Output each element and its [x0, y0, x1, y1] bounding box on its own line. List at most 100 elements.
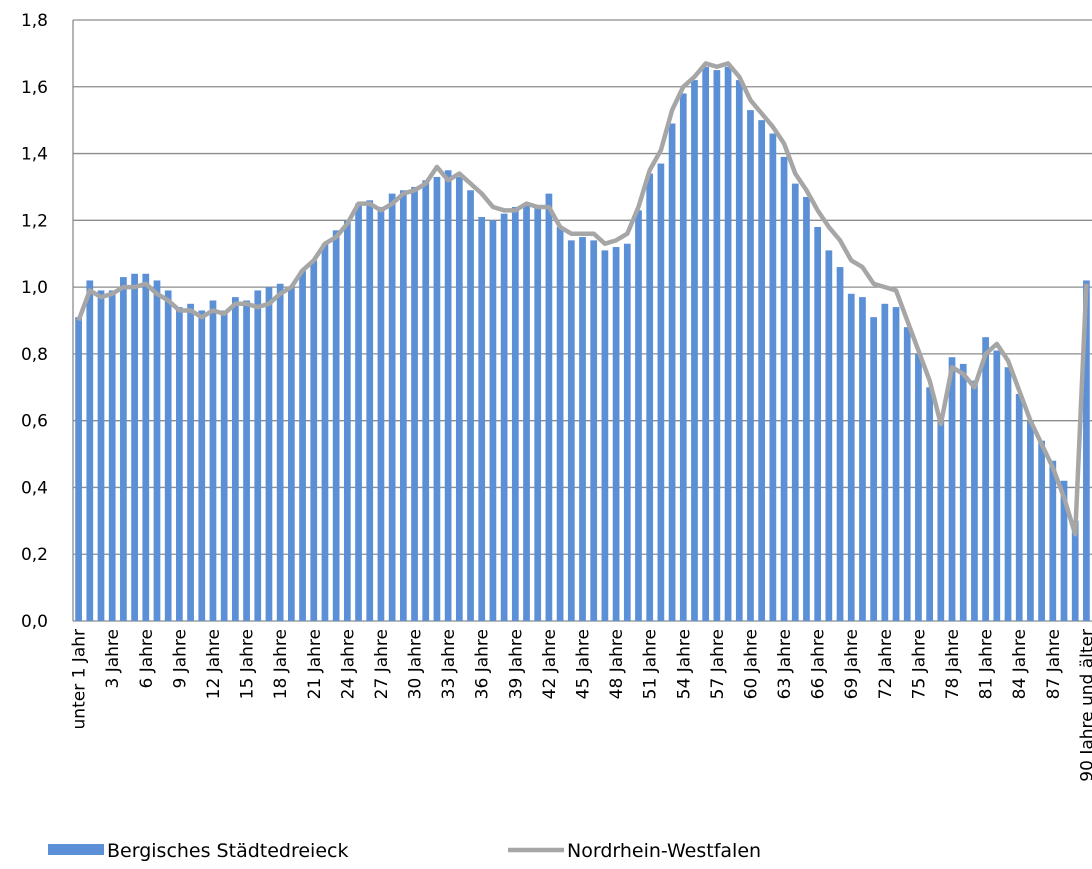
y-tick-label: 0,4 [21, 478, 48, 498]
bar [310, 260, 318, 621]
line [76, 61, 1089, 537]
bar [399, 190, 407, 622]
bar [1071, 520, 1079, 621]
bar [1004, 367, 1012, 621]
bar [153, 280, 161, 621]
bar [769, 133, 777, 621]
x-tick-label: 75 Jahre [909, 629, 929, 699]
x-tick-label: 33 Jahre [439, 629, 459, 699]
bar [892, 307, 900, 621]
bar [859, 297, 866, 621]
bar [612, 247, 620, 622]
bar [321, 243, 329, 621]
y-tick-label: 0,0 [21, 612, 48, 632]
bar [299, 270, 306, 621]
bar [959, 363, 967, 621]
x-tick-label: 24 Jahre [338, 629, 358, 699]
x-tick-label: 51 Jahre [641, 629, 661, 699]
bar [993, 350, 1001, 621]
bar [948, 357, 956, 621]
y-tick-label: 1,4 [21, 145, 48, 165]
bar [377, 206, 385, 621]
bar [243, 300, 250, 621]
bar [601, 250, 609, 621]
bar [355, 203, 362, 621]
bar [232, 297, 239, 621]
bar [220, 310, 228, 621]
bar [814, 227, 822, 621]
bar [646, 173, 654, 622]
bar [523, 203, 530, 621]
bar [332, 230, 340, 621]
bar [747, 110, 754, 622]
bar [209, 300, 217, 621]
bar [1083, 280, 1090, 621]
x-tick-label: 69 Jahre [842, 629, 862, 699]
bar [635, 210, 642, 622]
bar [187, 303, 194, 621]
x-tick-label: 42 Jahre [540, 629, 560, 699]
bar [937, 420, 945, 621]
bar [86, 280, 94, 621]
bar [1060, 480, 1068, 621]
bar [287, 287, 295, 621]
bar [366, 200, 374, 622]
bar [534, 206, 542, 621]
y-tick-label: 1,2 [21, 211, 48, 231]
bar [131, 273, 138, 621]
bar [915, 353, 922, 621]
bar [567, 240, 575, 621]
x-tick-label: 90 Jahre und älter [1077, 629, 1092, 782]
x-tick-label: 60 Jahre [741, 629, 761, 699]
bar [265, 287, 273, 621]
x-tick-label: 39 Jahre [506, 629, 526, 699]
bar [982, 337, 989, 621]
bar [713, 70, 721, 622]
bar [1015, 393, 1023, 621]
x-tick-label: 84 Jahre [1010, 629, 1030, 699]
bar [679, 93, 687, 621]
x-tick-label: 3 Jahre [103, 629, 123, 689]
bar [623, 243, 631, 621]
x-tick-label: 21 Jahre [305, 629, 325, 699]
bar [108, 290, 116, 621]
bar [758, 120, 766, 622]
bar [142, 273, 150, 621]
bar [467, 190, 474, 622]
bar [791, 183, 799, 621]
bar [847, 293, 855, 621]
bar [455, 176, 463, 621]
x-tick-label: 63 Jahre [775, 629, 795, 699]
x-tick-label: 87 Jahre [1044, 629, 1064, 699]
x-tick-label: 36 Jahre [473, 629, 493, 699]
bar [500, 213, 508, 621]
bar [198, 310, 206, 621]
bar [870, 317, 878, 621]
x-tick-label: 81 Jahre [977, 629, 997, 699]
y-tick-label: 0,2 [21, 545, 48, 565]
bar [903, 327, 911, 621]
bar [1049, 460, 1057, 621]
bar [97, 290, 105, 621]
y-tick-label: 0,8 [21, 345, 48, 365]
bar [780, 156, 788, 621]
x-tick-label: 66 Jahre [809, 629, 829, 699]
x-tick-label: 30 Jahre [406, 629, 426, 699]
legend-label: Bergisches Städtedreieck [107, 840, 348, 862]
x-tick-label: 48 Jahre [607, 629, 627, 699]
x-tick-label: 27 Jahre [372, 629, 392, 699]
bar [702, 66, 710, 621]
bar [545, 193, 553, 621]
x-tick-label: 54 Jahre [674, 629, 694, 699]
bar [478, 216, 486, 621]
bar [511, 206, 519, 621]
bar [803, 196, 810, 621]
bar [75, 317, 82, 621]
bar [388, 193, 396, 621]
y-tick-label: 0,6 [21, 412, 48, 432]
bar [735, 80, 743, 622]
bar [411, 186, 418, 621]
bar [254, 290, 262, 621]
bar [724, 66, 732, 621]
bar [444, 170, 452, 621]
